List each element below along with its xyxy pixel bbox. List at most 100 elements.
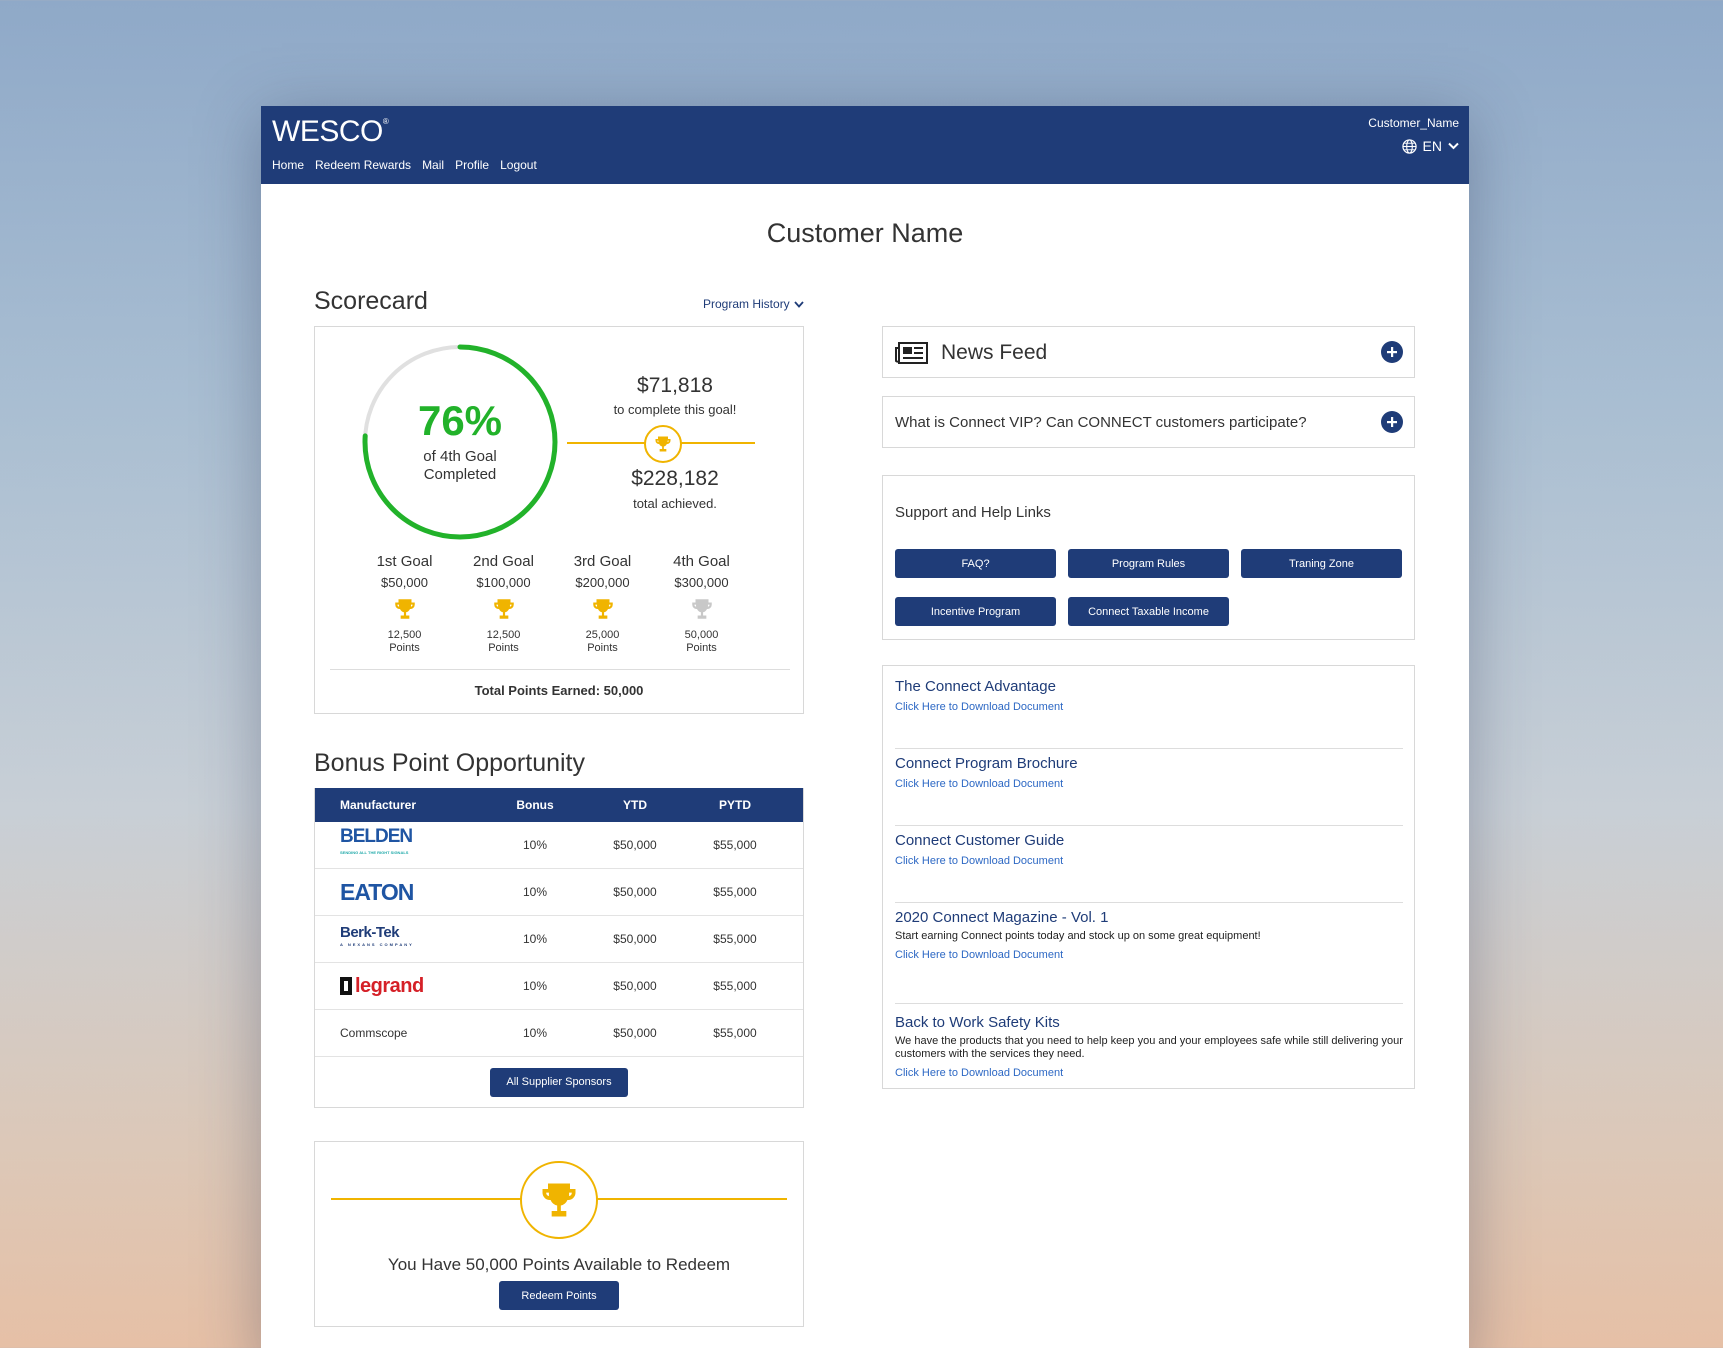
- ytd-cell: $50,000: [613, 932, 657, 946]
- chevron-down-icon: [794, 300, 804, 308]
- document-title[interactable]: The Connect Advantage: [895, 678, 1056, 695]
- trophy-icon: [520, 1161, 598, 1239]
- document-title[interactable]: Back to Work Safety Kits: [895, 1014, 1060, 1031]
- trophy-icon: [691, 599, 712, 619]
- redeem-points-button[interactable]: Redeem Points: [499, 1281, 619, 1310]
- document-item: 2020 Connect Magazine - Vol. 1 Start ear…: [895, 909, 1403, 1004]
- download-link[interactable]: Click Here to Download Document: [895, 778, 1064, 790]
- goal-list: 1st Goal $50,000 12,500 Points 2nd Goal $100,…: [355, 553, 775, 655]
- faq-button[interactable]: FAQ?: [895, 549, 1056, 578]
- col-ytd: YTD: [623, 798, 647, 812]
- download-link[interactable]: Click Here to Download Document: [895, 1067, 1064, 1079]
- program-rules-button[interactable]: Program Rules: [1068, 549, 1229, 578]
- faq-accordion[interactable]: What is Connect VIP? Can CONNECT custome…: [882, 396, 1415, 448]
- achieved-label: total achieved.: [633, 496, 717, 511]
- table-row: legrand 10% $50,000 $55,000: [315, 963, 803, 1010]
- scorecard-title: Scorecard: [314, 287, 428, 315]
- nav-profile[interactable]: Profile: [455, 158, 490, 172]
- goal-points: 25,000 Points: [585, 629, 620, 654]
- pytd-cell: $55,000: [713, 932, 757, 946]
- bonus-title: Bonus Point Opportunity: [314, 749, 585, 777]
- goal-amount: $50,000: [381, 575, 428, 590]
- manufacturer-name: Commscope: [340, 1026, 408, 1040]
- goal-progress-ring: [362, 344, 558, 540]
- pytd-cell: $55,000: [713, 979, 757, 993]
- bonus-table: Manufacturer Bonus YTD PYTD BELDEN SENDIN…: [314, 788, 804, 1108]
- connect-taxable-income-button[interactable]: Connect Taxable Income: [1068, 597, 1229, 626]
- ytd-cell: $50,000: [613, 979, 657, 993]
- nav-logout[interactable]: Logout: [500, 158, 537, 172]
- pytd-cell: $55,000: [713, 838, 757, 852]
- remaining-label: to complete this goal!: [613, 402, 737, 417]
- bonus-cell: 10%: [522, 885, 548, 899]
- ytd-cell: $50,000: [613, 838, 657, 852]
- program-history-label: Program History: [703, 297, 790, 311]
- table-row: EATON 10% $50,000 $55,000: [315, 869, 803, 916]
- incentive-program-button[interactable]: Incentive Program: [895, 597, 1056, 626]
- table-row: Berk-Tek A NEXANS COMPANY 10% $50,000 $55…: [315, 916, 803, 963]
- user-name[interactable]: Customer_Name: [1368, 116, 1459, 130]
- document-item: Back to Work Safety Kits We have the pro…: [895, 1004, 1403, 1082]
- news-feed-panel[interactable]: News Feed: [882, 326, 1415, 378]
- language-selector[interactable]: EN: [1401, 138, 1459, 154]
- col-manufacturer: Manufacturer: [340, 798, 417, 812]
- document-item: Connect Customer Guide Click Here to Dow…: [895, 832, 1403, 903]
- goal-points: 12,500 Points: [387, 629, 422, 654]
- documents-card: The Connect Advantage Click Here to Down…: [882, 665, 1415, 1089]
- news-feed-title: News Feed: [941, 341, 1048, 364]
- goal-item: 1st Goal $50,000 12,500 Points: [355, 553, 454, 655]
- goal-item: 3rd Goal $200,000 25,000 Points: [553, 553, 652, 655]
- divider: [330, 669, 790, 670]
- download-link[interactable]: Click Here to Download Document: [895, 949, 1064, 961]
- pytd-cell: $55,000: [713, 885, 757, 899]
- training-zone-button[interactable]: Traning Zone: [1241, 549, 1402, 578]
- support-links-card: Support and Help Links FAQ? Program Rule…: [882, 475, 1415, 640]
- belden-logo: BELDEN SENDING ALL THE RIGHT SIGNALS: [340, 826, 413, 855]
- trophy-icon: [394, 599, 415, 619]
- goal-points: 50,000 Points: [684, 629, 719, 654]
- col-bonus: Bonus: [516, 798, 554, 812]
- legrand-logo: legrand: [315, 975, 485, 998]
- document-title[interactable]: 2020 Connect Magazine - Vol. 1: [895, 909, 1109, 926]
- document-title[interactable]: Connect Program Brochure: [895, 755, 1078, 772]
- page-title: Customer Name: [766, 218, 964, 248]
- nav-home[interactable]: Home: [272, 158, 305, 172]
- bonus-cell: 10%: [522, 979, 548, 993]
- document-description: We have the products that you need to he…: [895, 1035, 1403, 1060]
- globe-icon: [1401, 138, 1417, 154]
- program-history-dropdown[interactable]: Program History: [703, 297, 804, 311]
- achieved-amount: $228,182: [631, 467, 719, 490]
- eaton-logo: EATON: [340, 878, 414, 905]
- chevron-down-icon: [1448, 142, 1459, 150]
- trophy-icon: [592, 599, 613, 619]
- goal-progress-arc: [362, 344, 558, 540]
- document-title[interactable]: Connect Customer Guide: [895, 832, 1065, 849]
- top-navbar: WESCO® Home Redeem Rewards Mail Profile …: [261, 106, 1469, 184]
- bonus-cell: 10%: [522, 838, 548, 852]
- main-nav: Home Redeem Rewards Mail Profile Logout: [272, 158, 537, 172]
- download-link[interactable]: Click Here to Download Document: [895, 855, 1064, 867]
- all-supplier-sponsors-button[interactable]: All Supplier Sponsors: [490, 1067, 628, 1097]
- goal-item: 4th Goal $300,000 50,000 Points: [652, 553, 751, 655]
- table-row: Commscope 10% $50,000 $55,000: [315, 1010, 803, 1057]
- goal-name: 4th Goal: [673, 553, 730, 570]
- plus-circle-icon[interactable]: [1381, 341, 1403, 363]
- bonus-cell: 10%: [522, 1026, 548, 1040]
- goal-percent-label: of 4th Goal Completed: [423, 448, 497, 483]
- trophy-icon: [493, 599, 514, 619]
- goal-name: 2nd Goal: [473, 553, 534, 570]
- document-item: The Connect Advantage Click Here to Down…: [895, 678, 1403, 749]
- goal-percent: 76%: [417, 397, 503, 444]
- language-code: EN: [1422, 138, 1442, 154]
- wesco-logo[interactable]: WESCO®: [272, 115, 389, 148]
- nav-mail[interactable]: Mail: [422, 158, 445, 172]
- document-description: Start earning Connect points today and s…: [895, 930, 1261, 942]
- table-row: BELDEN SENDING ALL THE RIGHT SIGNALS 10% …: [315, 822, 803, 869]
- nav-redeem-rewards[interactable]: Redeem Rewards: [315, 158, 412, 172]
- plus-circle-icon[interactable]: [1381, 411, 1403, 433]
- app-window: WESCO® Home Redeem Rewards Mail Profile …: [261, 106, 1469, 1348]
- berk-tek-logo: Berk-Tek A NEXANS COMPANY: [340, 924, 414, 947]
- download-link[interactable]: Click Here to Download Document: [895, 701, 1064, 713]
- bonus-cell: 10%: [522, 932, 548, 946]
- redeem-card: You Have 50,000 Points Available to Rede…: [314, 1141, 804, 1327]
